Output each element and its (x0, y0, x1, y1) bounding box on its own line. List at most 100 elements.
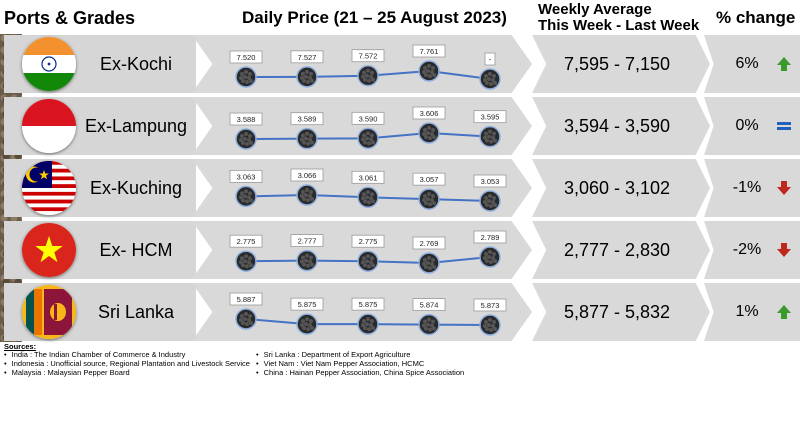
peppercorn-dot (308, 323, 312, 328)
peppercorn-dot (305, 188, 309, 192)
peppercorn-dot (367, 264, 371, 269)
vietnam-flag-icon (22, 223, 76, 277)
peppercorn-dot (367, 200, 371, 205)
peppercorn-dot (493, 203, 497, 207)
peppercorn-dot (362, 256, 366, 261)
peppercorn-dot (432, 265, 436, 269)
peppercorn-dot (432, 73, 436, 77)
data-label: 3.057 (420, 175, 439, 184)
percent-change-value: 1% (735, 303, 759, 320)
srilanka-flag-icon (22, 285, 76, 339)
india-flag-icon (22, 37, 76, 91)
price-point: 3.595 (473, 110, 507, 148)
data-label-box (412, 172, 446, 186)
peppercorn-dot (302, 262, 306, 267)
peppercorn-dot (239, 76, 243, 80)
price-point: 5.873 (473, 298, 507, 336)
data-label-box (351, 297, 385, 311)
peppercorn-dot (483, 78, 487, 82)
data-label-box (412, 44, 446, 58)
peppercorn-dot (239, 318, 243, 322)
header-percent-change: % change (716, 8, 796, 27)
peppercorn-dot (309, 319, 313, 324)
data-label-box (412, 106, 446, 120)
data-label: 5.873 (481, 301, 500, 310)
data-label-box (473, 110, 507, 124)
peppercorn-dot (431, 258, 435, 262)
peppercorn-dot (244, 189, 248, 194)
data-label: 3.053 (481, 177, 500, 186)
peppercorn-dot (487, 199, 491, 203)
peppercorn-dot (240, 314, 244, 318)
peppercorn-dot (487, 77, 491, 81)
peppercorn-dot (424, 201, 428, 206)
peppercorn-dot (423, 128, 427, 132)
data-label: 3.061 (359, 173, 378, 182)
peppercorn-dot (371, 77, 375, 82)
peppercorn-dot (487, 323, 491, 327)
peppercorn-dot (370, 70, 374, 75)
data-label-box (229, 50, 263, 64)
peppercorn-dot (304, 322, 308, 327)
peppercorn-dot (363, 140, 367, 145)
peppercorn-dot (310, 262, 314, 267)
peppercorn-dot (301, 190, 305, 194)
peppercorn-dot (304, 193, 308, 197)
peppercorn-dot (300, 194, 304, 198)
peppercorn-dot (369, 323, 373, 328)
peppercorn-dot (249, 141, 253, 145)
peppercorn-dot (489, 204, 493, 208)
daily-price-chart: 2.775 2.777 2.775 2.769 2.789 (229, 230, 507, 274)
data-label-box (290, 50, 324, 64)
peppercorn-dot (426, 261, 430, 265)
peppercorn-dot (240, 72, 244, 76)
peppercorn-dot (483, 324, 487, 328)
peppercorn-dot (427, 317, 431, 322)
peppercorn-dot (361, 137, 365, 142)
peppercorn-dot (310, 197, 314, 201)
peppercorn-dot (361, 74, 365, 79)
peppercorn-dot (309, 71, 313, 76)
data-label-box (290, 112, 324, 126)
peppercorn-dot (424, 265, 428, 269)
table-row: Ex-Lampung 3.588 3.589 3.590 3.606 3.595 3,594… (0, 97, 800, 155)
peppercorn-dot (423, 319, 427, 324)
peppercorn-dot (241, 263, 245, 268)
peppercorn-dot (489, 328, 493, 332)
peppercorn-dot (362, 192, 366, 197)
peppercorn-dot (239, 260, 243, 265)
peppercorn-dot (492, 320, 496, 324)
peppercorn-dot (484, 131, 488, 136)
port-name: Ex- HCM (99, 240, 173, 260)
price-point: 2.789 (473, 230, 507, 268)
data-label: 5.875 (298, 300, 317, 309)
price-point: 2.775 (351, 234, 385, 272)
data-label: 2.789 (481, 233, 500, 242)
peppercorn-dot (432, 326, 436, 331)
peppercorn-dot (302, 78, 306, 83)
sources-column-2: Sri Lanka : Department of Export Agricul… (256, 350, 465, 377)
peppercorn-dot (363, 77, 367, 82)
peppercorn-dot (244, 312, 248, 316)
peppercorn-dot (310, 140, 314, 145)
daily-price-chart: 5.887 5.875 5.875 5.874 5.873 (229, 292, 507, 336)
peppercorn-dot (492, 252, 496, 256)
peppercorn-dot (300, 137, 304, 142)
peppercorn-dot (309, 255, 313, 260)
table-row: Ex- HCM 2.775 2.777 2.775 2.769 2.789 2,777 - … (0, 221, 800, 279)
peppercorn-dot (483, 200, 487, 204)
peppercorn-dot (305, 317, 309, 322)
port-name: Ex-Lampung (84, 116, 188, 136)
port-name: Sri Lanka (97, 302, 175, 322)
peppercorn-dot (301, 133, 305, 138)
peppercorn-dot (370, 192, 374, 197)
source-item: India : The Indian Chamber of Commerce &… (4, 350, 250, 359)
peppercorn-dot (361, 323, 365, 328)
peppercorn-dot (424, 135, 428, 139)
peppercorn-dot (243, 259, 247, 264)
peppercorn-dot (301, 71, 305, 76)
peppercorn-dot (244, 254, 248, 259)
peppercorn-dot (249, 321, 253, 325)
price-point: - (479, 52, 501, 90)
peppercorn-dot (245, 264, 249, 269)
